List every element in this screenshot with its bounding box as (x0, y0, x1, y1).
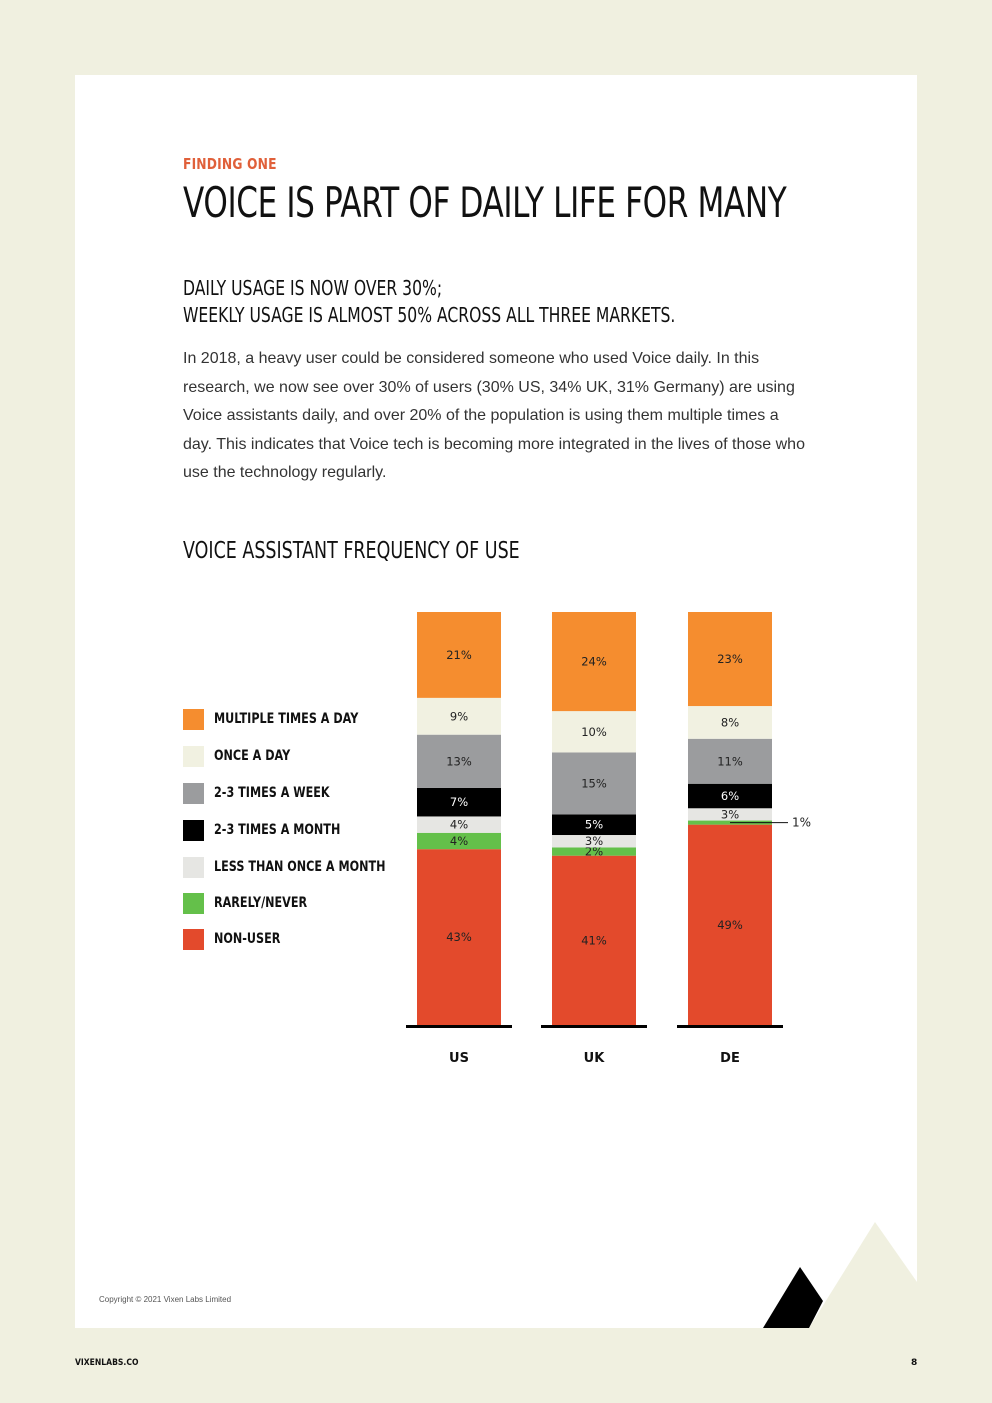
data-label-us-2-3-times-a-week: 13% (446, 754, 472, 768)
bar-uk-less-than-once-a-month (552, 835, 636, 848)
decorative-triangles (763, 1222, 917, 1328)
data-label-uk-less-than-once-a-month: 3% (585, 834, 603, 848)
stacked-bar-chart: 43%4%4%7%13%9%21%US41%2%3%5%15%10%24%UK4… (406, 612, 811, 1066)
bar-us-2-3-times-a-week (417, 734, 501, 788)
data-label-us-less-than-once-a-month: 4% (450, 818, 468, 832)
legend-swatch (183, 893, 204, 914)
legend-swatch (183, 929, 204, 950)
data-label-uk-2-3-times-a-month: 5% (585, 818, 603, 832)
bar-uk-2-3-times-a-month (552, 814, 636, 836)
body-paragraph: In 2018, a heavy user could be considere… (183, 350, 805, 482)
data-label-de-non-user: 49% (717, 918, 743, 932)
data-label-us-once-a-day: 9% (450, 709, 468, 723)
legend-label: 2-3 TIMES A WEEK (214, 785, 330, 801)
data-label-us-non-user: 43% (446, 930, 472, 944)
legend-swatch (183, 857, 204, 878)
bar-us-non-user (417, 849, 501, 1025)
bar-de-once-a-day (688, 706, 772, 739)
chart-title: VOICE ASSISTANT FREQUENCY OF USE (183, 538, 520, 564)
copyright-text: Copyright © 2021 Vixen Labs Limited (99, 1295, 232, 1304)
data-label-us-2-3-times-a-month: 7% (450, 795, 468, 809)
legend-label: MULTIPLE TIMES A DAY (214, 711, 359, 727)
data-label-us-multiple-times-a-day: 21% (446, 648, 472, 662)
legend-swatch (183, 783, 204, 804)
bar-uk-non-user (552, 855, 636, 1025)
data-label-de-2-3-times-a-week: 11% (717, 754, 743, 768)
bar-us-2-3-times-a-month (417, 787, 501, 817)
bar-us-less-than-once-a-month (417, 816, 501, 833)
decor-triangle-dark (763, 1267, 823, 1328)
bar-de-2-3-times-a-week (688, 738, 772, 784)
data-label-uk-2-3-times-a-week: 15% (581, 776, 607, 790)
category-label-uk: UK (584, 1051, 606, 1066)
bar-de-less-than-once-a-month (688, 808, 772, 821)
category-label-us: US (449, 1051, 469, 1066)
bar-uk-rarely-never (552, 847, 636, 856)
bar-de-multiple-times-a-day (688, 612, 772, 707)
site-link[interactable]: VIXENLABS.CO (75, 1358, 139, 1368)
decor-triangle-light (809, 1222, 917, 1328)
legend-label: LESS THAN ONCE A MONTH (214, 859, 386, 875)
bar-us-once-a-day (417, 697, 501, 735)
legend-label: RARELY/NEVER (214, 895, 308, 911)
bar-uk-multiple-times-a-day (552, 612, 636, 712)
page-title: VOICE IS PART OF DAILY LIFE FOR MANY (183, 178, 787, 227)
bar-uk-once-a-day (552, 711, 636, 753)
bar-us-multiple-times-a-day (417, 612, 501, 698)
legend-swatch (183, 709, 204, 730)
data-label-de-2-3-times-a-month: 6% (721, 789, 739, 803)
data-label-us-rarely-never: 4% (450, 834, 468, 848)
page-card: FINDING ONE VOICE IS PART OF DAILY LIFE … (75, 75, 917, 1328)
section-eyebrow: FINDING ONE (183, 155, 277, 173)
data-label-uk-rarely-never: 2% (585, 845, 603, 859)
subheading-line-1: DAILY USAGE IS NOW OVER 30%; (183, 276, 443, 300)
legend-label: NON-USER (214, 931, 281, 947)
page-number: 8 (911, 1358, 918, 1368)
data-label-de-once-a-day: 8% (721, 715, 739, 729)
data-label-uk-non-user: 41% (581, 933, 607, 947)
data-label-de-multiple-times-a-day: 23% (717, 652, 743, 666)
legend-swatch (183, 820, 204, 841)
subheading-line-2: WEEKLY USAGE IS ALMOST 50% ACROSS ALL TH… (183, 303, 676, 327)
legend-label: ONCE A DAY (214, 748, 291, 764)
legend-label: 2-3 TIMES A MONTH (214, 822, 341, 838)
data-label-de-rarely-never: 1% (792, 816, 811, 830)
data-label-uk-once-a-day: 10% (581, 725, 607, 739)
legend-swatch (183, 746, 204, 767)
bar-uk-2-3-times-a-week (552, 752, 636, 815)
data-label-uk-multiple-times-a-day: 24% (581, 655, 607, 669)
subheading: DAILY USAGE IS NOW OVER 30%; WEEKLY USAG… (183, 275, 675, 329)
data-label-de-less-than-once-a-month: 3% (721, 807, 739, 821)
bar-us-rarely-never (417, 832, 501, 850)
category-label-de: DE (720, 1051, 740, 1066)
bar-de-non-user (688, 824, 772, 1025)
bar-de-2-3-times-a-month (688, 783, 772, 809)
